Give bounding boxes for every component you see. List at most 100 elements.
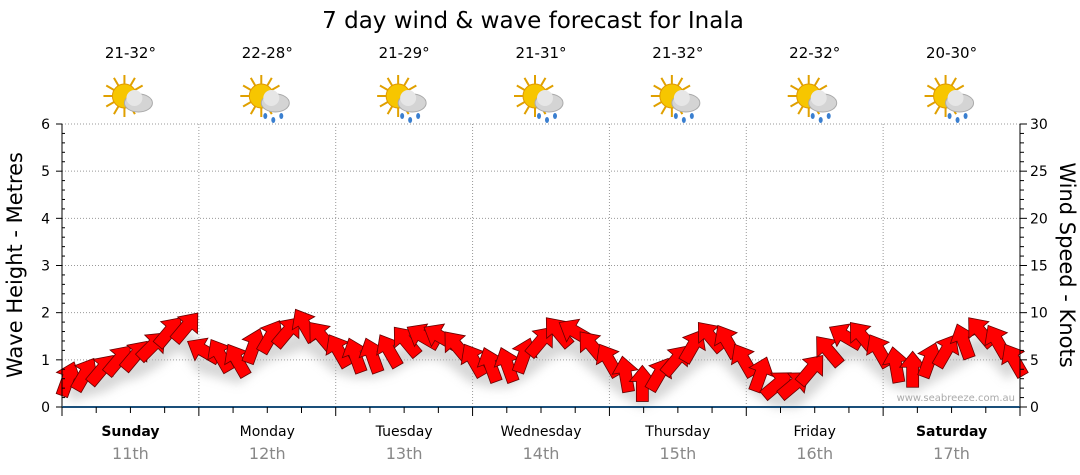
- sun-ray: [544, 84, 554, 91]
- day-name: Thursday: [644, 424, 710, 440]
- sun-ray: [681, 84, 691, 91]
- day-name: Friday: [793, 424, 835, 440]
- day-temperature: 20-30°: [926, 44, 977, 62]
- wind-arrow-shape: [341, 337, 368, 375]
- chart-title: 7 day wind & wave forecast for Inala: [322, 8, 744, 34]
- raindrop: [545, 117, 549, 123]
- raindrop: [673, 113, 678, 119]
- raindrop: [279, 113, 284, 119]
- sun-ray: [403, 77, 410, 87]
- raindrop: [416, 113, 421, 119]
- left-tick-label: 4: [41, 211, 50, 227]
- sun-ray: [242, 101, 252, 108]
- raindrop: [947, 113, 952, 119]
- sun-ray: [113, 77, 120, 87]
- sun-ray: [129, 77, 136, 87]
- day-date: 13th: [386, 444, 423, 463]
- left-tick-label: 2: [41, 306, 50, 322]
- wind-arrow-shape: [169, 312, 199, 346]
- right-axis-title: Wind Speed - Knots: [1055, 162, 1079, 367]
- sun-ray: [266, 77, 273, 87]
- raindrop: [818, 117, 823, 123]
- raindrop: [263, 113, 268, 119]
- sun-cloud-rain-icon: [650, 75, 701, 123]
- wind-arrow: [611, 355, 639, 394]
- cloud-puff: [537, 90, 553, 106]
- sun-ray: [523, 105, 530, 115]
- day-name: Tuesday: [375, 424, 433, 440]
- grid: [62, 123, 1020, 407]
- sun-ray: [653, 84, 662, 91]
- sun-ray: [408, 84, 417, 91]
- sun-ray: [926, 84, 936, 91]
- raindrop: [826, 113, 831, 119]
- day-name: Saturday: [916, 424, 987, 440]
- sun-ray: [113, 105, 120, 115]
- sun-ray: [271, 84, 280, 91]
- sun-ray: [797, 77, 804, 87]
- day-name: Sunday: [101, 424, 159, 440]
- sun-ray: [523, 77, 530, 87]
- cloud-puff: [810, 90, 827, 106]
- sun-ray: [516, 84, 526, 91]
- raindrop: [400, 113, 405, 119]
- sun-cloud-rain-icon: [377, 75, 427, 123]
- sun-ray: [660, 77, 667, 87]
- sun-ray: [818, 84, 828, 91]
- day-date: 15th: [659, 444, 696, 463]
- sun-ray: [950, 77, 957, 87]
- sun-cloud-rain-icon: [787, 75, 838, 123]
- raindrop: [955, 117, 960, 123]
- left-tick-label: 5: [41, 164, 50, 180]
- wind-arrows: [55, 308, 1029, 402]
- day-temperature: 21-32°: [652, 44, 703, 62]
- sun-ray: [386, 77, 394, 87]
- day-temperature: 22-28°: [242, 44, 293, 62]
- day-date: 14th: [523, 444, 560, 463]
- sun-cloud-rain-icon: [514, 75, 564, 123]
- sun-ray: [249, 77, 257, 87]
- cloud-puff: [947, 90, 964, 106]
- watermark: www.seabreeze.com.au: [897, 393, 1015, 404]
- day-temperature: 21-32°: [105, 44, 156, 62]
- left-tick-label: 1: [41, 353, 50, 369]
- sun-ray: [379, 101, 389, 108]
- sun-ray: [955, 84, 965, 91]
- wind-arrow: [493, 347, 520, 385]
- day-temperature: 21-31°: [515, 44, 566, 62]
- day-temperature: 22-32°: [789, 44, 840, 62]
- cloud-puff: [263, 90, 280, 106]
- right-tick-label: 10: [1030, 306, 1048, 322]
- raindrop: [963, 113, 968, 119]
- day-temperature: 21-29°: [379, 44, 430, 62]
- raindrop: [553, 113, 557, 119]
- sun-ray: [797, 105, 804, 115]
- raindrop: [681, 117, 686, 123]
- left-tick-label: 6: [41, 117, 50, 133]
- sun-ray: [926, 101, 936, 108]
- right-tick-label: 5: [1030, 353, 1039, 369]
- sun-ray: [934, 105, 941, 115]
- right-tick-label: 20: [1030, 211, 1048, 227]
- wind-arrow-shape: [628, 364, 657, 402]
- cloud-puff: [673, 90, 690, 106]
- sun-ray: [653, 101, 662, 108]
- wind-arrow: [816, 336, 845, 369]
- sun-ray: [386, 105, 394, 115]
- sun-ray: [660, 105, 667, 115]
- raindrop: [810, 113, 815, 119]
- wind-arrow: [628, 364, 657, 402]
- wind-arrow: [524, 326, 553, 360]
- left-tick-label: 0: [41, 400, 50, 416]
- day-date: 12th: [249, 444, 286, 463]
- wind-arrow-shape: [393, 326, 423, 360]
- wind-arrow-shape: [493, 347, 520, 385]
- right-tick-label: 30: [1030, 117, 1048, 133]
- wind-arrow: [1001, 343, 1029, 379]
- cloud-puff: [126, 90, 143, 106]
- sun-ray: [516, 101, 526, 108]
- sun-cloud-rain-icon: [924, 75, 975, 123]
- raindrop: [689, 113, 694, 119]
- sun-ray: [540, 77, 547, 87]
